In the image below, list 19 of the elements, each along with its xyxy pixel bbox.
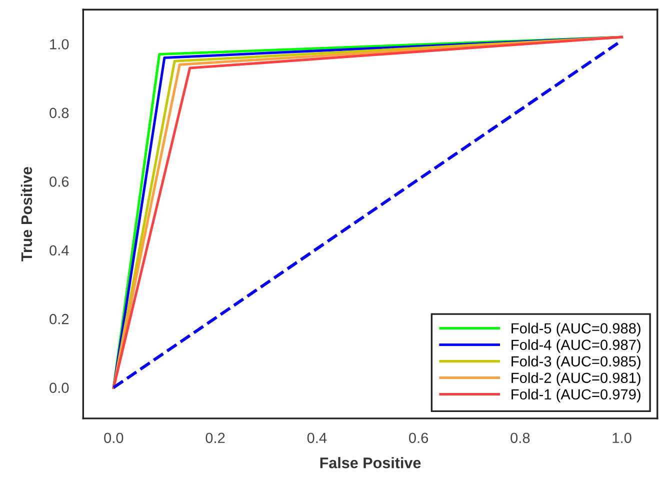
y-tick-label: 0.8 xyxy=(50,108,69,118)
legend-label: Fold-4 (AUC=0.987) xyxy=(512,339,640,353)
x-tick-label: 0.2 xyxy=(206,432,225,444)
x-tick-label: 1.0 xyxy=(612,432,632,444)
legend-label: Fold-2 (AUC=0.981) xyxy=(512,372,640,386)
legend-label: Fold-1 (AUC=0.979) xyxy=(512,388,640,402)
x-tick-label: 0.0 xyxy=(104,432,124,444)
y-axis-title: True Positive xyxy=(20,167,32,262)
x-tick-label: 0.4 xyxy=(307,432,327,444)
x-tick-label: 0.6 xyxy=(408,432,428,444)
x-axis-title: False Positive xyxy=(320,457,421,468)
y-tick-label: 0.0 xyxy=(50,382,69,393)
legend-label: Fold-3 (AUC=0.985) xyxy=(512,356,640,370)
y-tick-label: 0.4 xyxy=(50,245,69,256)
y-tick-label: 1.0 xyxy=(50,39,69,50)
legend-label: Fold-5 (AUC=0.988) xyxy=(512,322,640,336)
y-tick-label: 0.6 xyxy=(50,176,69,187)
y-tick-label: 0.2 xyxy=(50,314,69,324)
x-tick-label: 0.8 xyxy=(510,432,530,444)
